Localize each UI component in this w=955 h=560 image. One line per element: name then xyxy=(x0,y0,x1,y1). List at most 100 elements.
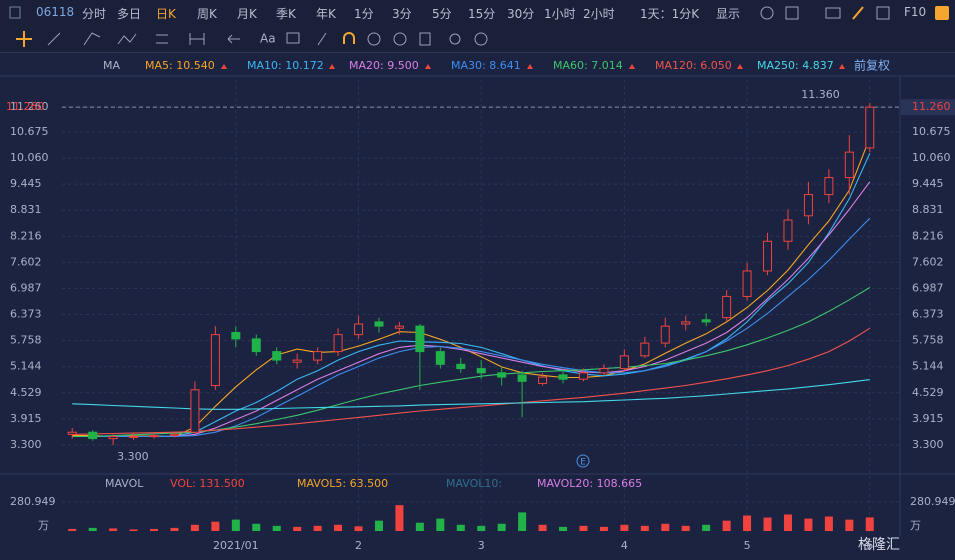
volume-bar xyxy=(518,512,527,531)
hide-tool[interactable] xyxy=(393,32,407,46)
y-tick-label-left: 8.831 xyxy=(10,203,42,216)
box-icon[interactable] xyxy=(785,6,799,20)
volume-bar xyxy=(620,524,629,531)
period-tab[interactable]: 2小时 xyxy=(583,7,615,21)
volume-legend: VOL: 131.500 xyxy=(170,477,245,490)
camera-icon[interactable] xyxy=(825,7,841,19)
event-marker-ring[interactable] xyxy=(576,454,590,468)
line-tool[interactable] xyxy=(317,32,327,46)
period-tab[interactable]: 分时 xyxy=(82,7,107,21)
ma-legend: MA5: 10.540 xyxy=(145,59,215,72)
highlight-icon[interactable] xyxy=(935,6,949,20)
volume-bar xyxy=(559,526,568,531)
volume-bar xyxy=(415,522,424,531)
candle-body xyxy=(67,431,77,435)
link-tool[interactable] xyxy=(449,33,461,45)
y-tick-label-right: 3.915 xyxy=(912,412,944,425)
candle-body xyxy=(210,334,220,387)
period-tab[interactable]: 年K xyxy=(316,7,336,21)
candle-body xyxy=(149,435,159,438)
candle-body xyxy=(374,321,384,327)
lock-tool[interactable] xyxy=(367,32,381,46)
candle-body xyxy=(129,435,139,438)
pen-icon[interactable] xyxy=(852,6,864,20)
drawing-toolbar: Aa xyxy=(0,26,955,53)
volume-bar xyxy=(722,520,731,531)
ma-legend: MA60: 7.014 xyxy=(553,59,623,72)
period-tab[interactable]: 1分 xyxy=(354,7,374,21)
candle-body xyxy=(742,270,752,297)
stock-code[interactable]: 06118 xyxy=(36,5,75,19)
y-tick-label-right: 5.144 xyxy=(912,360,944,373)
candle-body xyxy=(292,359,302,363)
volume-bar xyxy=(190,524,199,531)
candle-body xyxy=(456,363,466,370)
ma-line xyxy=(72,153,871,438)
volume-indicator-name: MAVOL xyxy=(105,477,144,490)
period-tab[interactable]: 周K xyxy=(197,7,217,21)
y-tick-label-right: 8.216 xyxy=(912,229,944,242)
tool-settings[interactable] xyxy=(474,32,488,46)
adjust-mode[interactable]: 前复权 xyxy=(854,58,890,73)
volume-bar xyxy=(211,521,220,531)
y-tick-label-left: 6.987 xyxy=(10,281,42,294)
candle-body xyxy=(619,355,629,370)
note-tool[interactable] xyxy=(286,32,300,44)
draw-tools[interactable] xyxy=(47,32,240,46)
settings-icon[interactable] xyxy=(760,6,774,20)
text-tool[interactable]: Aa xyxy=(260,32,276,46)
candle-body xyxy=(435,351,445,365)
volume-bar xyxy=(456,524,465,531)
period-tab[interactable]: 1天：1分K xyxy=(640,7,700,21)
volume-legend: MAVOL20: 108.665 xyxy=(537,477,642,490)
candle-body xyxy=(865,106,875,149)
volume-bar xyxy=(783,514,792,531)
period-tab[interactable]: 季K xyxy=(276,7,296,21)
volume-bar xyxy=(845,519,854,531)
candle-body xyxy=(599,368,609,374)
x-tick-label: 2 xyxy=(355,539,362,552)
ma-line xyxy=(72,327,871,435)
y-tick-label-right: 10.060 xyxy=(912,151,951,164)
period-tab[interactable]: 3分 xyxy=(392,7,412,21)
candle-body xyxy=(517,374,527,382)
y-tick-label-right: 10.675 xyxy=(912,125,951,138)
volume-bar xyxy=(579,525,588,531)
period-tab[interactable]: 月K xyxy=(237,7,257,21)
y-tick-label-left: 9.445 xyxy=(10,177,42,190)
magnet-tool[interactable] xyxy=(343,32,355,44)
candle-body xyxy=(394,325,404,329)
volume-bar xyxy=(702,524,711,531)
delete-tool[interactable] xyxy=(419,32,431,46)
high-annotation: 11.360 xyxy=(801,88,840,101)
volume-tick-left: 280.949 xyxy=(10,495,56,508)
volume-bar xyxy=(865,517,874,531)
last-price-box xyxy=(901,99,955,116)
drawing-icons: Aa xyxy=(16,31,488,47)
period-tab[interactable]: 30分 xyxy=(507,7,535,21)
panel-icon xyxy=(9,6,21,19)
period-tab[interactable]: 5分 xyxy=(432,7,452,21)
period-tab[interactable]: 多日 xyxy=(117,7,142,21)
period-tab[interactable]: 日K xyxy=(156,7,176,21)
y-tick-label-right: 7.602 xyxy=(912,255,944,268)
candle-body xyxy=(701,319,711,323)
event-marker[interactable]: E xyxy=(580,458,586,468)
ma-legend: MA30: 8.641 xyxy=(451,59,521,72)
fullscreen-icon[interactable] xyxy=(876,6,890,20)
f10-button[interactable]: F10 xyxy=(904,5,927,19)
candle-body xyxy=(313,351,323,361)
move-tool[interactable] xyxy=(16,31,32,47)
ma-legend: MA10: 10.172 xyxy=(247,59,324,72)
display-menu[interactable]: 显示 xyxy=(716,7,741,21)
volume-bar xyxy=(743,515,752,531)
period-tab[interactable]: 1小时 xyxy=(544,7,576,21)
period-tab[interactable]: 15分 xyxy=(468,7,496,21)
candle-body xyxy=(538,376,548,384)
ma-legend: MA120: 6.050 xyxy=(655,59,732,72)
volume-bar xyxy=(804,518,813,531)
candle-body xyxy=(354,323,364,336)
candle-body xyxy=(497,372,507,378)
volume-unit-right: 万 xyxy=(910,519,921,532)
x-tick-label: 4 xyxy=(621,539,628,552)
